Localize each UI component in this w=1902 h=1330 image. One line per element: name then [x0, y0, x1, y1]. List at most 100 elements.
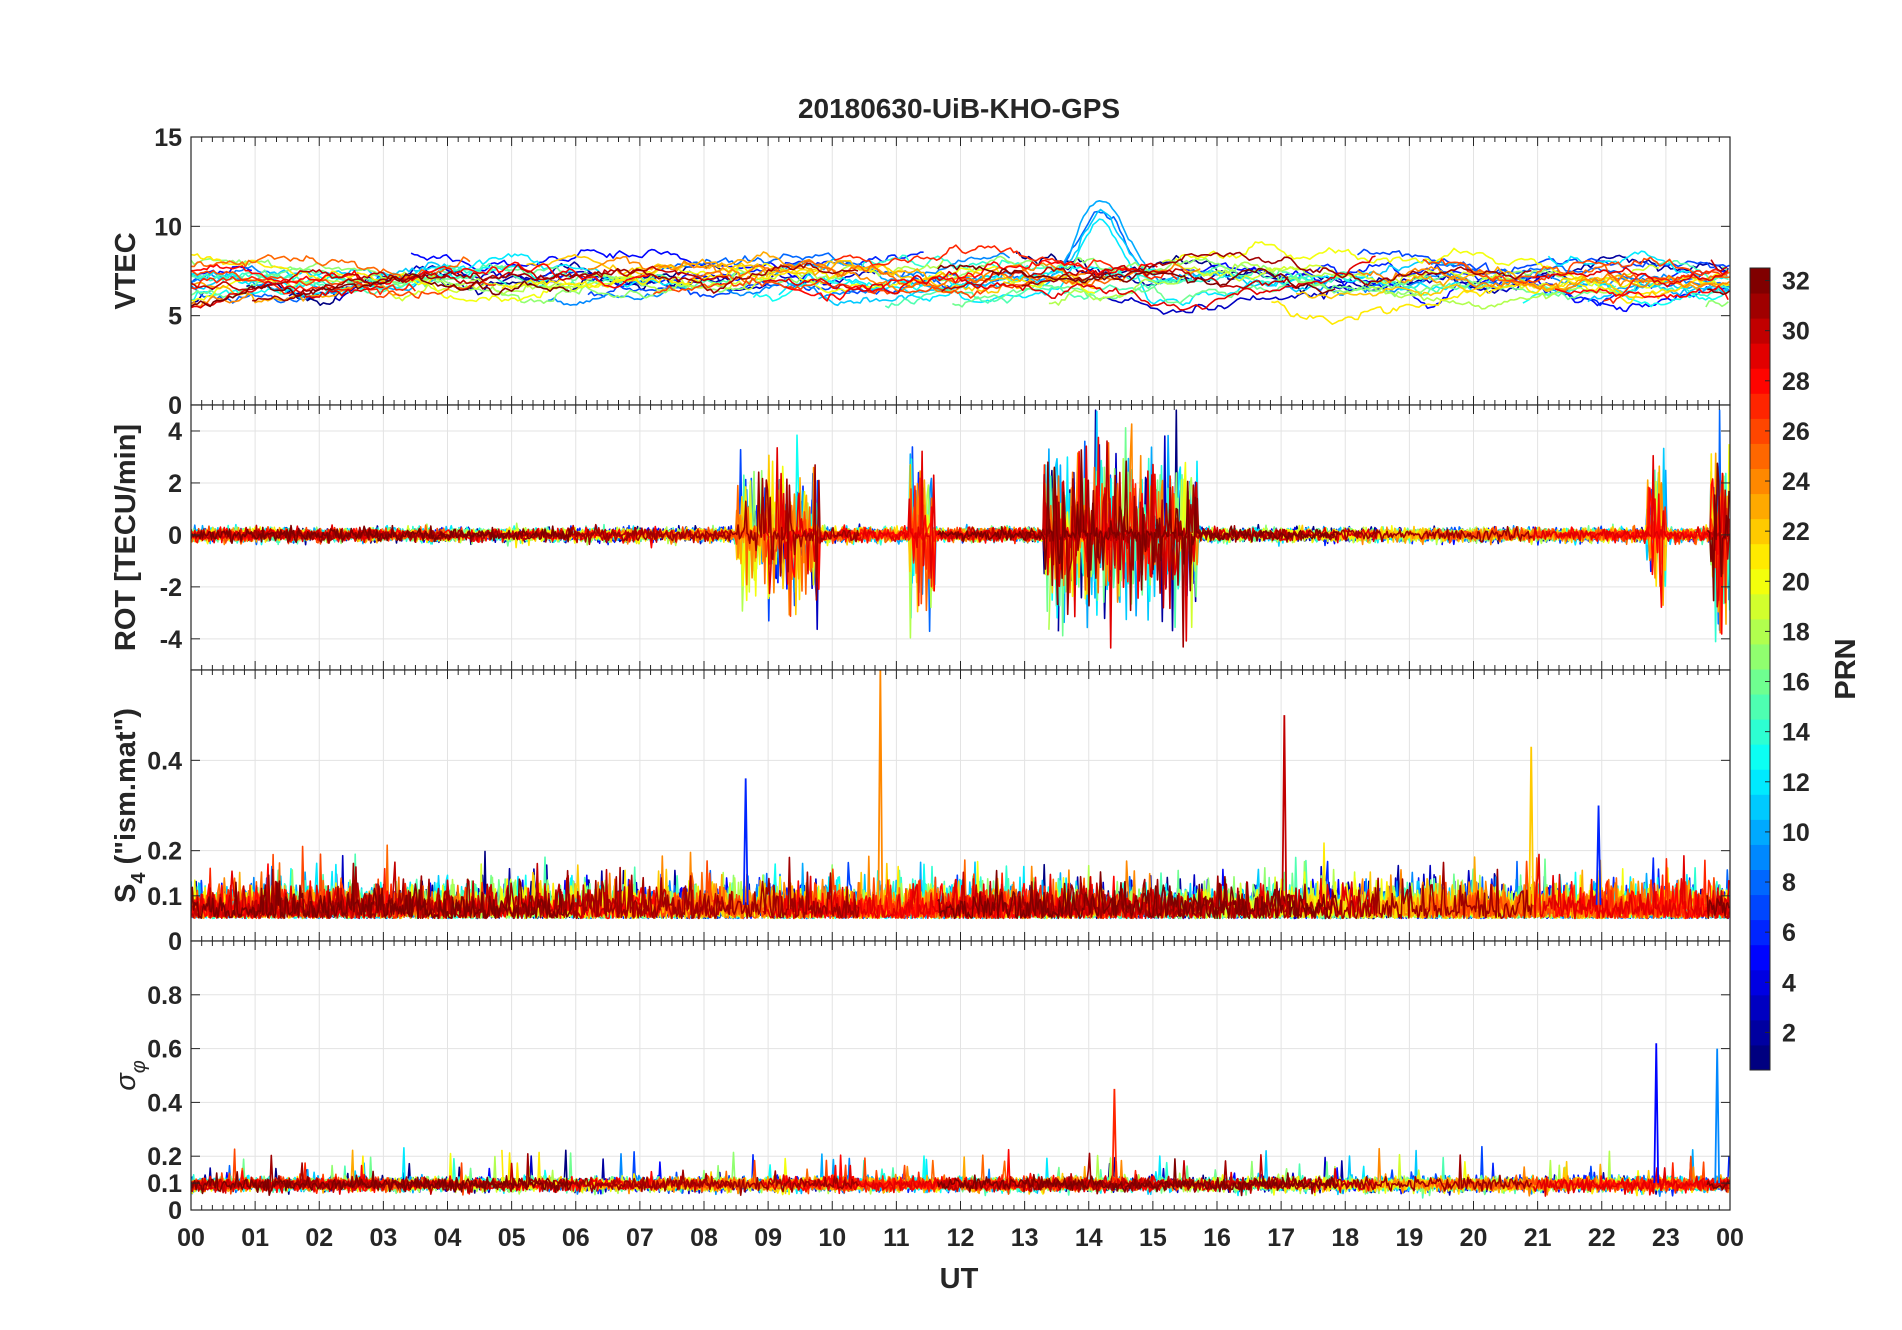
x-tick-label: 08 [690, 1224, 718, 1252]
colorbar-segment [1750, 844, 1770, 870]
colorbar-tick-label: 2 [1782, 1019, 1796, 1047]
colorbar-tick-label: 28 [1782, 368, 1810, 396]
colorbar-segment [1750, 443, 1770, 469]
colorbar-segment [1750, 794, 1770, 820]
sigma-x-ticks [190, 941, 1731, 1210]
rot-x-ticks [190, 405, 1731, 670]
sigma-y-tick-label: 0.2 [147, 1143, 182, 1171]
s4-y-ticks: 0 0.1 0.2 0.4 [147, 747, 1730, 956]
vtec-series-prn-24 [191, 292, 250, 308]
colorbar-segment [1750, 593, 1770, 620]
colorbar-tick-label: 22 [1782, 518, 1810, 546]
colorbar-segment [1750, 343, 1770, 369]
chart-title: 20180630-UiB-KHO-GPS [798, 93, 1120, 124]
s4-y-tick-label: 0.2 [147, 838, 182, 866]
colorbar-segment [1750, 418, 1770, 444]
s4-spike [1595, 805, 1602, 905]
s4-series-prn-32 [1706, 895, 1730, 919]
colorbar-tick-label: 26 [1782, 418, 1810, 446]
sigma-y-axis-label: σφ [110, 1060, 150, 1091]
vtec-series-prn-32 [1707, 288, 1730, 296]
vtec-series [191, 200, 1730, 325]
x-tick-label: 19 [1395, 1224, 1423, 1252]
s4-spike [1281, 715, 1288, 905]
x-tick-label: 12 [947, 1224, 975, 1252]
vtec-series-prn-27 [191, 275, 417, 296]
colorbar-tick-label: 10 [1782, 819, 1810, 847]
sigma-series-prn-32 [191, 1170, 573, 1196]
colorbar-tick-label: 32 [1782, 268, 1810, 296]
sigma-series-prn-29 [1532, 1167, 1730, 1197]
sigma-series-prn-31 [1020, 1152, 1533, 1195]
rot-y-tick-label: -4 [160, 626, 182, 654]
sigma-y-tick-label: 0.8 [147, 982, 182, 1010]
vtec-series-prn-28 [784, 259, 1158, 302]
vtec-series-prn-29 [763, 255, 1376, 311]
vtec-series-prn-31 [252, 262, 859, 302]
rot-y-tick-label: 2 [168, 470, 182, 498]
s4-y-axis-label: S4 ("ism.mat") [110, 708, 150, 903]
colorbar-segment [1750, 268, 1770, 294]
x-tick-label: 00 [177, 1224, 205, 1252]
vtec-y-tick-label: 0 [168, 392, 182, 420]
vtec-series-prn-27 [834, 244, 1178, 280]
x-tick-label: 22 [1588, 1224, 1616, 1252]
colorbar-segment [1750, 618, 1770, 645]
vtec-series-prn-12 [778, 218, 1472, 306]
sigma-y-tick-label: 0.6 [147, 1036, 182, 1064]
x-tick-label: 23 [1652, 1224, 1680, 1252]
colorbar-segment [1750, 643, 1770, 670]
s4-spike [877, 670, 884, 905]
x-tick-label: 07 [626, 1224, 654, 1252]
colorbar-segment [1750, 1044, 1770, 1071]
panel-sigma: 00.10.2 0.4 0.6 0.8 σφ [110, 940, 1731, 1225]
x-tick-label: 11 [883, 1224, 910, 1252]
x-tick-labels: 00 01 02 03 04 05 06 07 08 09 10 11 12 13 14 15 16 17 18 19… [177, 1224, 1744, 1252]
rot-series-prn-32 [937, 449, 1339, 607]
colorbar-tick-label: 30 [1782, 318, 1810, 346]
colorbar-segment [1750, 568, 1770, 595]
x-axis-label: UT [940, 1263, 979, 1295]
x-tick-label: 02 [305, 1224, 333, 1252]
colorbar-segment [1750, 819, 1770, 845]
x-tick-label: 14 [1075, 1224, 1103, 1252]
x-tick-label: 09 [754, 1224, 782, 1252]
colorbar-segment [1750, 744, 1770, 770]
rot-y-tick-label: 0 [168, 522, 182, 550]
colorbar-segment [1750, 493, 1770, 520]
panel-s4: 00.10.20.4S4 ("ism.mat") [110, 669, 1731, 956]
s4-series-prn-32 [937, 869, 1339, 920]
s4-series-prn-29 [1531, 853, 1730, 920]
vtec-series-prn-29 [1532, 266, 1729, 288]
sigma-y-tick-label: 0 [168, 1197, 182, 1225]
sigma-series-prn-30 [1710, 1178, 1730, 1193]
s4-series-prn-31 [251, 856, 860, 920]
sigma-spike [1111, 1088, 1118, 1184]
s4-y-axis-label-main: S [110, 884, 142, 903]
x-tick-label: 15 [1139, 1224, 1167, 1252]
vtec-series-prn-32 [191, 273, 570, 308]
s4-series [191, 670, 1730, 920]
sigma-y-ticks: 00.10.2 0.4 0.6 0.8 [147, 982, 1730, 1225]
s4-series-prn-32 [191, 878, 573, 920]
sigma-y-axis-label-main: σ [110, 1072, 142, 1091]
x-tick-label: 06 [562, 1224, 590, 1252]
s4-y-tick-label: 0.1 [147, 883, 182, 911]
colorbar-segment [1750, 694, 1770, 720]
x-tick-label: 17 [1267, 1224, 1295, 1252]
colorbar-label: PRN [1830, 638, 1862, 699]
colorbar-segment [1750, 994, 1770, 1021]
colorbar-tick-label: 4 [1782, 969, 1796, 997]
vtec-y-axis-label: VTEC [110, 232, 142, 309]
vtec-series-prn-20 [1174, 241, 1730, 289]
vtec-series-prn-22 [1295, 275, 1678, 300]
vtec-series-prn-31 [1021, 251, 1532, 287]
vtec-series-prn-25 [1456, 261, 1730, 284]
vtec-y-tick-label: 5 [168, 303, 182, 331]
vtec-series-prn-7 [1357, 248, 1730, 274]
vtec-series-prn-27 [1603, 268, 1729, 304]
vtec-x-ticks [190, 137, 1731, 405]
rot-y-tick-label: -2 [160, 574, 182, 602]
x-tick-label: 13 [1011, 1224, 1039, 1252]
